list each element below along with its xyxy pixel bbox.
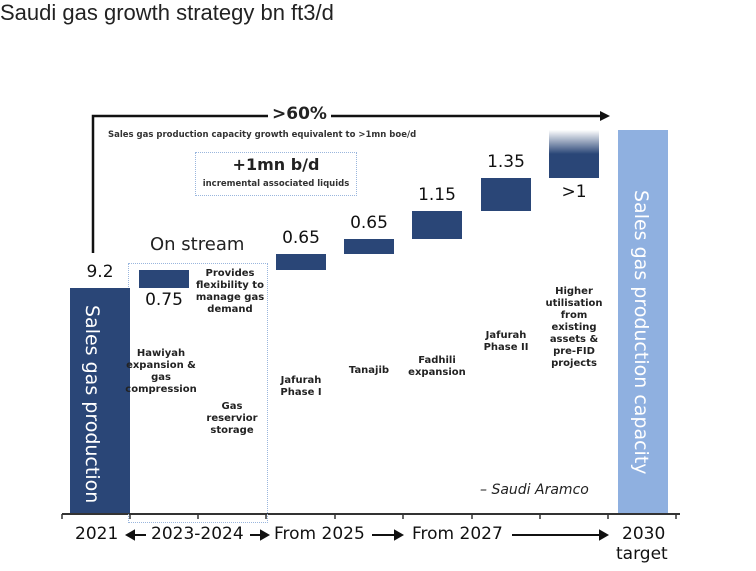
period-label: From 2027 [412,524,503,544]
source-note: – Saudi Aramco [480,482,589,498]
period-label: 2023-2024 [151,524,244,544]
growth-arrow-head [600,111,610,121]
value-label-2021: 9.2 [86,262,114,283]
storage-project: Gas reservior storage [206,401,258,436]
period-arrows [124,529,610,541]
bar-step [344,238,394,255]
on-stream-label: On stream [150,234,245,255]
period-sublabel: target [616,544,668,564]
liquids-note: incremental associated liquids [202,179,350,189]
growth-note: Sales gas production capacity growth equ… [108,130,417,140]
bar-step [276,254,326,271]
period-label: 2021 [75,524,119,544]
value-label: 0.65 [350,212,388,233]
project-label: Jafurah Phase I [280,375,322,398]
bar-step [481,177,531,211]
period-label: 2030 [622,524,666,544]
bar-2021 [70,288,130,513]
project-label: Higher utilisation from existing assets … [545,286,603,369]
chart-title: Saudi gas growth strategy bn ft3/d [0,0,334,25]
period-label: From 2025 [274,524,365,544]
start-bar-label: Sales gas production [81,305,103,504]
project-label: Fadhili expansion [408,355,466,378]
target-bar-label: Sales gas production capacity [630,190,652,475]
bar-step [139,270,189,289]
value-label: 0.75 [145,290,183,311]
bar-step [549,130,599,178]
storage-note: Provides flexibility to manage gas deman… [195,268,265,315]
x-axis-ticks [61,514,677,519]
bar-target [618,130,668,513]
growth-arrow-line [91,114,270,253]
value-label: >1 [561,181,587,202]
bar-step [412,210,462,239]
project-label: Tanajib [348,365,390,376]
value-label: 1.15 [418,184,456,205]
value-label: 0.65 [282,228,320,249]
liquids-value: +1mn b/d [232,155,320,174]
project-label: Hawiyah expansion & gas compression [125,348,197,395]
value-label: 1.35 [487,151,525,172]
project-label: Jafurah Phase II [483,330,529,353]
growth-label: >60% [268,104,331,124]
liquids-box [195,152,357,196]
